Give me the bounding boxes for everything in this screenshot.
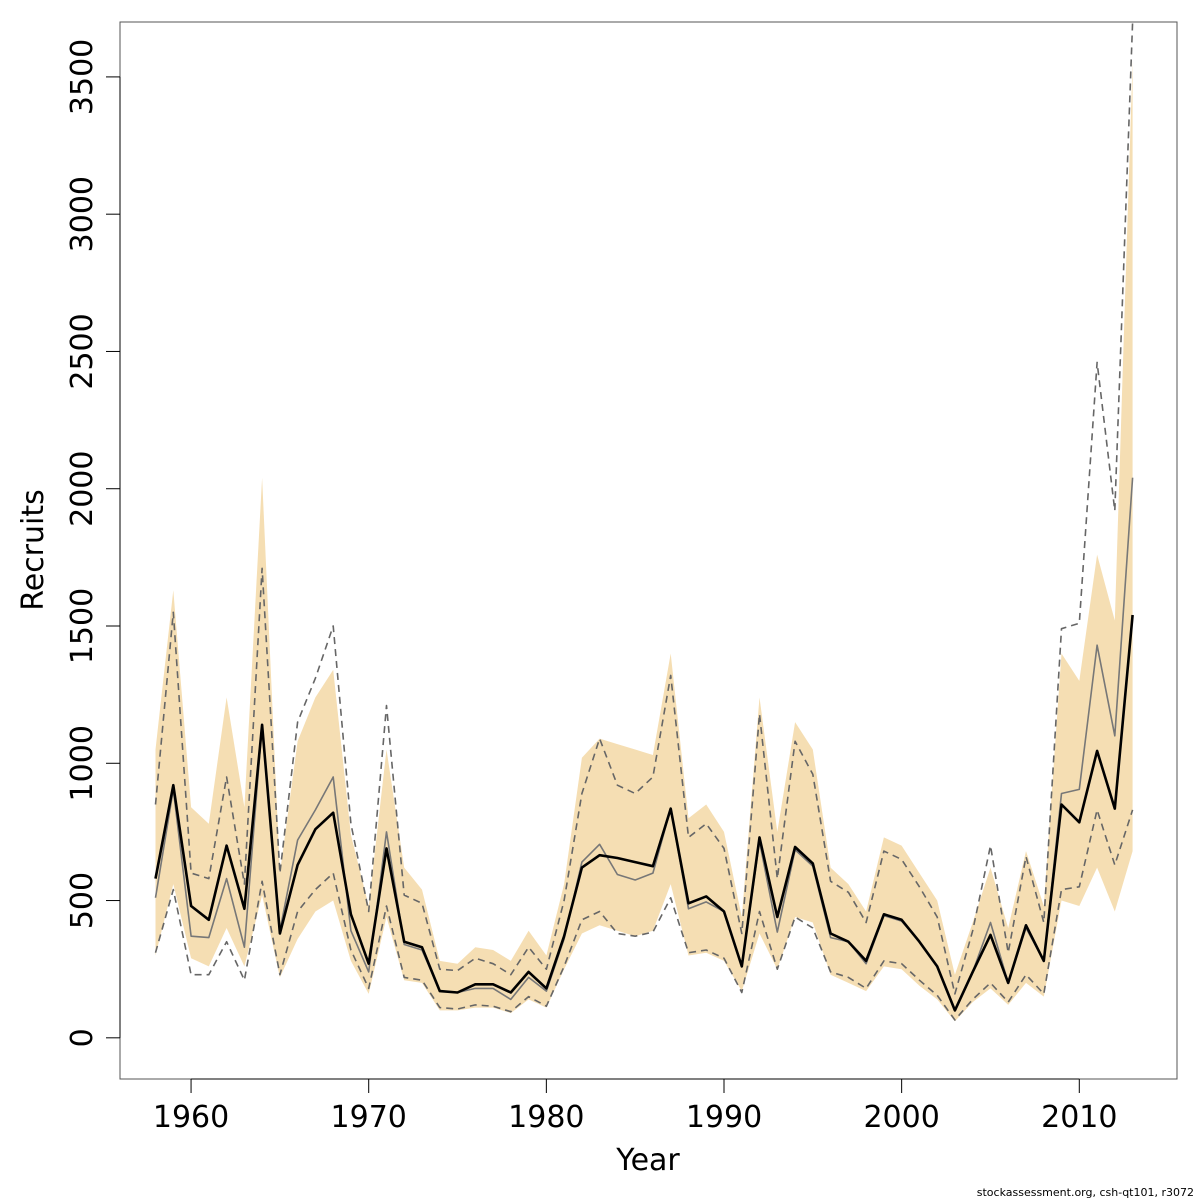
x-axis: 1960 1970 1980 1990 2000 2010 [153, 1078, 1117, 1135]
x-tick-label: 1990 [686, 1100, 762, 1135]
credit-text: stockassessment.org, csh-qt101, r3072 [977, 1186, 1194, 1199]
y-tick-label: 0 [65, 1028, 100, 1047]
y-tick-label: 3000 [65, 176, 100, 252]
y-tick-label: 3500 [65, 39, 100, 115]
y-axis-title: Recruits [16, 489, 51, 611]
x-tick-label: 2000 [863, 1100, 939, 1135]
x-tick-label: 1970 [331, 1100, 407, 1135]
upper-dashed-bound-line [154, 21, 1134, 995]
series-layer [154, 21, 1134, 1021]
y-axis: 0 500 1000 1500 2000 2500 3000 3500 [65, 39, 121, 1047]
x-tick-label: 1960 [153, 1100, 229, 1135]
x-tick-label: 1980 [508, 1100, 584, 1135]
lower-dashed-bound-line [154, 809, 1134, 1021]
y-tick-label: 1000 [65, 725, 100, 801]
y-tick-label: 1500 [65, 588, 100, 664]
y-tick-label: 2500 [65, 313, 100, 389]
y-tick-label: 500 [65, 872, 100, 929]
y-tick-label: 2000 [65, 451, 100, 527]
x-axis-title: Year [615, 1143, 680, 1178]
confidence-band [155, 60, 1133, 1022]
x-tick-label: 2010 [1041, 1100, 1117, 1135]
estimate-line [154, 614, 1134, 1012]
